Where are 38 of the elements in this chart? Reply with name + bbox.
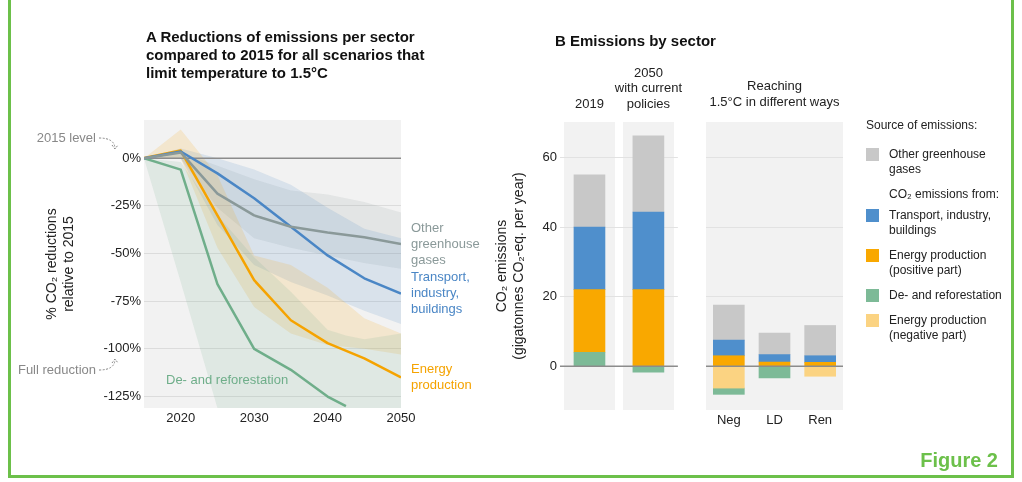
x-tick-label: 2050 with current policies — [613, 64, 683, 111]
legend-label: Other greenhouse gases — [889, 147, 987, 177]
text: CO₂ emissions from: — [889, 187, 1000, 202]
text: Full reduction — [17, 362, 96, 378]
series-label: Energy production — [411, 361, 472, 393]
series-label: De- and reforestation — [166, 371, 289, 387]
legend-label: Transport, industry, buildings — [889, 208, 993, 238]
x-tick-label: Neg — [716, 412, 741, 428]
caption: Figure 2 — [920, 449, 998, 472]
y-tick-label: -125% — [103, 388, 142, 404]
legend-title: Source of emissions: — [866, 118, 979, 133]
chart-subtitle: Reaching 1.5°C in different ways — [708, 78, 841, 110]
legend-label: Energy production (negative part) — [889, 313, 988, 343]
y-tick-label: 60 — [542, 149, 557, 165]
x-tick-label: 2030 — [239, 410, 269, 426]
y-tick-label: -25% — [110, 197, 142, 213]
x-tick-label: Ren — [808, 412, 833, 428]
y-tick-label: -75% — [110, 292, 142, 308]
y-tick-label: -50% — [110, 245, 142, 261]
text: 2015 level — [36, 130, 96, 147]
y-axis-title: % CO₂ reductions relative to 2015 — [43, 208, 77, 320]
series-label: Transport, industry, buildings — [411, 269, 470, 317]
y-tick-label: -100% — [103, 340, 142, 356]
y-tick-label: 0 — [549, 357, 557, 373]
series-label: Other greenhouse gases — [411, 219, 480, 267]
x-tick-label: 2019 — [575, 95, 604, 111]
x-tick-label: 2040 — [313, 410, 343, 426]
x-tick-label: 2020 — [166, 410, 196, 426]
legend-label: De- and reforestation — [889, 288, 1002, 303]
legend-label: Energy production (positive part) — [889, 248, 988, 278]
y-tick-label: 40 — [542, 218, 557, 234]
x-tick-label: LD — [766, 412, 783, 428]
chart-title: A Reductions of emissions per sector compared to 2015 for all scenarios that limit temperature to 1.5°C — [146, 28, 426, 82]
y-axis-title: CO₂ emissions (gigatonnes CO₂-eq. per year) — [493, 172, 527, 360]
x-tick-label: 2050 — [386, 410, 416, 426]
y-tick-label: 20 — [542, 288, 557, 304]
chart-title: B Emissions by sector — [555, 32, 717, 50]
y-tick-label: 0% — [122, 149, 142, 165]
